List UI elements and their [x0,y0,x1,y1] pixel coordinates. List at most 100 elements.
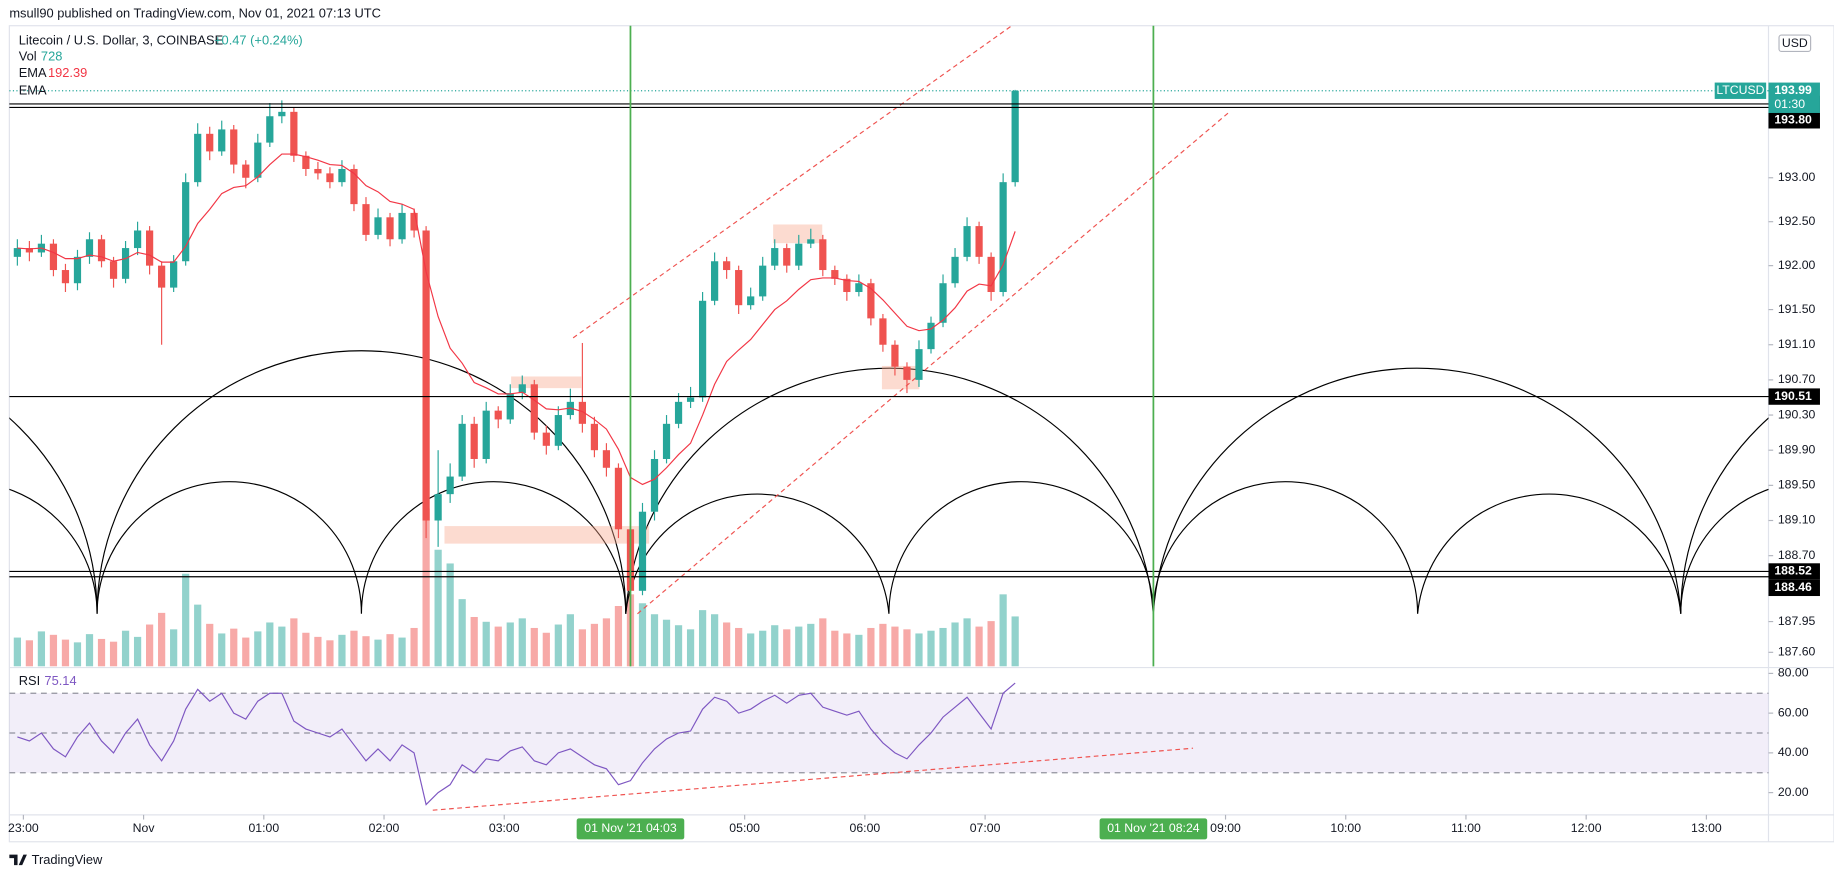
volume-bar [578,629,586,667]
candle-body [158,265,166,288]
volume-bar [25,640,33,667]
candle-body [482,410,490,459]
volume-bar [855,634,863,667]
candle-body [182,182,190,262]
candle-body [494,410,502,420]
volume-bar [133,636,142,667]
candle-body [638,511,647,591]
candle-body [963,226,971,257]
volume-bar [843,633,851,667]
zone [444,526,650,544]
zone [881,365,920,390]
candle-body [85,239,94,257]
footer: TradingView [32,852,103,867]
candle-body [410,212,418,231]
volume-bar [362,636,370,667]
candle-body [170,261,178,288]
volume-bar [819,618,827,667]
volume-bar [759,630,767,667]
candle-body [314,168,322,174]
x-tick-label: 07:00 [970,821,1001,835]
candle-body [458,423,466,477]
last-price: 193.99 [1774,83,1812,97]
candle-body [783,248,791,266]
volume-bar [350,630,358,667]
candle-body [25,248,33,253]
level-label: 188.52 [1774,564,1812,578]
candle-body [386,217,394,240]
cycle-arcs-small [9,481,1769,614]
y-tick-label: 189.90 [1778,442,1816,456]
x-tick-label: 06:00 [850,821,881,835]
volume-bar [97,638,106,667]
candle-body [218,129,226,152]
marker-label-box [576,818,685,840]
volume-bar [218,633,226,667]
ema-line [17,153,1016,486]
volume-bar [711,614,719,667]
x-tick-label: 10:00 [1330,821,1361,835]
volume-bar [939,627,947,667]
currency: USD [1782,36,1808,50]
volume-bar [194,604,202,667]
y-tick-label: 191.50 [1778,302,1816,316]
currency-box [1778,34,1812,53]
candle-body [819,239,827,271]
volume-bar [470,616,478,667]
volume-bar [735,627,743,667]
volume-bar [686,629,695,667]
volume-bar [13,637,21,667]
candle-body [711,261,719,301]
candle-body [951,256,959,284]
candle-body [735,270,743,306]
volume-bar [158,612,166,667]
rsi-tick-label: 40.00 [1778,745,1809,759]
candle-body [109,261,118,279]
x-tick-label: 12:00 [1571,821,1602,835]
volume-bar [963,618,971,667]
candle-body [470,423,478,459]
candle-body [879,318,887,345]
volume-bar [170,629,178,667]
x-tick-label: 09:00 [1210,821,1241,835]
candle-body [302,155,310,169]
volume-bar [903,629,911,667]
level-label-box [1768,579,1820,597]
candle-body [506,393,514,420]
candle-body [939,283,947,323]
candle-body [97,239,106,262]
volume-bar [458,599,466,667]
y-tick-label: 187.95 [1778,614,1816,628]
candle-body [434,494,442,521]
volume-bar [771,625,779,667]
volume-bar [494,626,502,667]
candle-body [662,423,671,459]
volume-bar [338,634,346,667]
y-tick-label: 188.70 [1778,548,1816,562]
countdown: 01:30 [1774,97,1805,111]
candle-body [206,133,214,152]
candle-body [1011,90,1019,183]
candle-body [999,182,1007,293]
rsi-line [17,682,1016,806]
rsi-pane [9,682,1769,806]
y-tick-label: 189.10 [1778,513,1816,527]
y-tick-label: 193.00 [1778,170,1816,184]
volume-bar [566,614,574,667]
y-tick-label: 190.70 [1778,372,1816,386]
candle-body [723,261,731,271]
candle-body [73,256,82,284]
volume-bar [590,623,599,667]
candle-body [867,283,875,319]
volume-bar [927,630,935,667]
level-label-box [1768,112,1820,129]
candle-body [242,164,250,178]
y-tick-label: 191.10 [1778,337,1816,351]
volume-bar [374,639,382,667]
change: +0.47 (+0.24%) [214,32,303,47]
x-tick-label: 11:00 [1451,821,1481,835]
volume-bar [109,641,118,667]
candle-body [398,212,406,240]
candle-body [350,168,358,205]
